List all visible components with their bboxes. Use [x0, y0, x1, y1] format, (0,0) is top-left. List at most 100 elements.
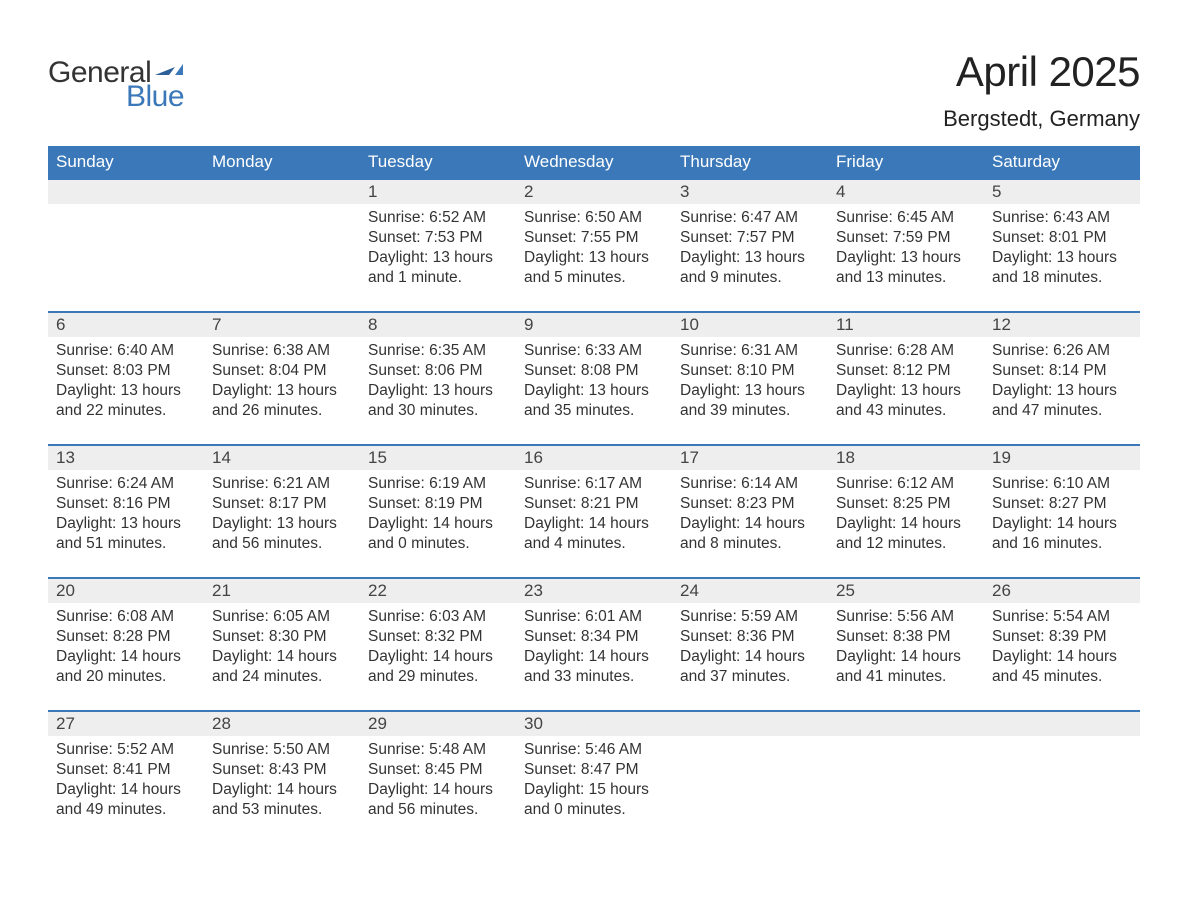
day-content-cell: Sunrise: 6:43 AMSunset: 8:01 PMDaylight:… [984, 204, 1140, 312]
day-number-cell: 23 [516, 578, 672, 603]
daylight-line: Daylight: 14 hours and 24 minutes. [212, 647, 352, 687]
daylight-line: Daylight: 14 hours and 45 minutes. [992, 647, 1132, 687]
day-number-cell [672, 711, 828, 736]
day-content-cell [828, 736, 984, 844]
sunrise-line: Sunrise: 5:52 AM [56, 740, 196, 760]
day-content-cell [48, 204, 204, 312]
sunset-line: Sunset: 7:53 PM [368, 228, 508, 248]
sunrise-line: Sunrise: 5:59 AM [680, 607, 820, 627]
sunset-line: Sunset: 8:23 PM [680, 494, 820, 514]
day-number-cell: 30 [516, 711, 672, 736]
logo-text-blue: Blue [126, 80, 184, 114]
daynum-row: 20212223242526 [48, 578, 1140, 603]
day-content-cell: Sunrise: 6:08 AMSunset: 8:28 PMDaylight:… [48, 603, 204, 711]
day-content-cell: Sunrise: 6:14 AMSunset: 8:23 PMDaylight:… [672, 470, 828, 578]
day-content-cell: Sunrise: 6:24 AMSunset: 8:16 PMDaylight:… [48, 470, 204, 578]
sunrise-line: Sunrise: 6:21 AM [212, 474, 352, 494]
daylight-line: Daylight: 14 hours and 8 minutes. [680, 514, 820, 554]
sunset-line: Sunset: 8:03 PM [56, 361, 196, 381]
sunset-line: Sunset: 8:16 PM [56, 494, 196, 514]
sunrise-line: Sunrise: 5:56 AM [836, 607, 976, 627]
daylight-line: Daylight: 13 hours and 1 minute. [368, 248, 508, 288]
sunrise-line: Sunrise: 6:03 AM [368, 607, 508, 627]
sunrise-line: Sunrise: 6:31 AM [680, 341, 820, 361]
day-content-cell: Sunrise: 6:40 AMSunset: 8:03 PMDaylight:… [48, 337, 204, 445]
month-title: April 2025 [943, 48, 1140, 96]
sunrise-line: Sunrise: 6:38 AM [212, 341, 352, 361]
day-content-cell: Sunrise: 6:05 AMSunset: 8:30 PMDaylight:… [204, 603, 360, 711]
day-number-cell: 7 [204, 312, 360, 337]
day-number-cell: 8 [360, 312, 516, 337]
sunset-line: Sunset: 8:01 PM [992, 228, 1132, 248]
daylight-line: Daylight: 14 hours and 49 minutes. [56, 780, 196, 820]
sunset-line: Sunset: 7:57 PM [680, 228, 820, 248]
day-content-cell: Sunrise: 6:31 AMSunset: 8:10 PMDaylight:… [672, 337, 828, 445]
weekday-header: Friday [828, 146, 984, 179]
daylight-line: Daylight: 13 hours and 5 minutes. [524, 248, 664, 288]
day-content-cell: Sunrise: 6:01 AMSunset: 8:34 PMDaylight:… [516, 603, 672, 711]
daylight-line: Daylight: 14 hours and 56 minutes. [368, 780, 508, 820]
sunset-line: Sunset: 8:39 PM [992, 627, 1132, 647]
day-number-cell [204, 179, 360, 204]
day-number-cell: 3 [672, 179, 828, 204]
day-number-cell: 11 [828, 312, 984, 337]
sunset-line: Sunset: 8:27 PM [992, 494, 1132, 514]
sunset-line: Sunset: 8:14 PM [992, 361, 1132, 381]
day-number-cell: 1 [360, 179, 516, 204]
sunrise-line: Sunrise: 6:10 AM [992, 474, 1132, 494]
day-number-cell: 10 [672, 312, 828, 337]
daylight-line: Daylight: 13 hours and 35 minutes. [524, 381, 664, 421]
sunrise-line: Sunrise: 6:52 AM [368, 208, 508, 228]
day-content-cell: Sunrise: 6:12 AMSunset: 8:25 PMDaylight:… [828, 470, 984, 578]
sunset-line: Sunset: 8:36 PM [680, 627, 820, 647]
day-number-cell: 13 [48, 445, 204, 470]
day-content-cell: Sunrise: 5:46 AMSunset: 8:47 PMDaylight:… [516, 736, 672, 844]
daynum-row: 6789101112 [48, 312, 1140, 337]
day-content-cell [672, 736, 828, 844]
day-content-cell: Sunrise: 6:28 AMSunset: 8:12 PMDaylight:… [828, 337, 984, 445]
day-number-cell: 28 [204, 711, 360, 736]
sunset-line: Sunset: 8:06 PM [368, 361, 508, 381]
sunset-line: Sunset: 8:04 PM [212, 361, 352, 381]
daylight-line: Daylight: 13 hours and 43 minutes. [836, 381, 976, 421]
daylight-line: Daylight: 13 hours and 30 minutes. [368, 381, 508, 421]
day-number-cell: 24 [672, 578, 828, 603]
day-content-cell [204, 204, 360, 312]
sunset-line: Sunset: 8:21 PM [524, 494, 664, 514]
day-content-cell: Sunrise: 6:19 AMSunset: 8:19 PMDaylight:… [360, 470, 516, 578]
daylight-line: Daylight: 14 hours and 16 minutes. [992, 514, 1132, 554]
weekday-header: Tuesday [360, 146, 516, 179]
daylight-line: Daylight: 14 hours and 37 minutes. [680, 647, 820, 687]
daylight-line: Daylight: 13 hours and 9 minutes. [680, 248, 820, 288]
weekday-header: Monday [204, 146, 360, 179]
sunset-line: Sunset: 8:25 PM [836, 494, 976, 514]
day-number-cell: 17 [672, 445, 828, 470]
daylight-line: Daylight: 13 hours and 18 minutes. [992, 248, 1132, 288]
day-number-cell: 12 [984, 312, 1140, 337]
daynum-row: 12345 [48, 179, 1140, 204]
content-row: Sunrise: 6:08 AMSunset: 8:28 PMDaylight:… [48, 603, 1140, 711]
day-content-cell: Sunrise: 6:52 AMSunset: 7:53 PMDaylight:… [360, 204, 516, 312]
daylight-line: Daylight: 14 hours and 33 minutes. [524, 647, 664, 687]
daynum-row: 27282930 [48, 711, 1140, 736]
header: General Blue April 2025 Bergstedt, Germa… [48, 48, 1140, 132]
day-content-cell: Sunrise: 5:59 AMSunset: 8:36 PMDaylight:… [672, 603, 828, 711]
content-row: Sunrise: 5:52 AMSunset: 8:41 PMDaylight:… [48, 736, 1140, 844]
sunrise-line: Sunrise: 6:14 AM [680, 474, 820, 494]
sunset-line: Sunset: 8:17 PM [212, 494, 352, 514]
day-number-cell: 6 [48, 312, 204, 337]
day-number-cell: 29 [360, 711, 516, 736]
sunset-line: Sunset: 8:43 PM [212, 760, 352, 780]
sunrise-line: Sunrise: 6:12 AM [836, 474, 976, 494]
weekday-header: Sunday [48, 146, 204, 179]
sunset-line: Sunset: 8:38 PM [836, 627, 976, 647]
content-row: Sunrise: 6:52 AMSunset: 7:53 PMDaylight:… [48, 204, 1140, 312]
sunset-line: Sunset: 8:19 PM [368, 494, 508, 514]
daylight-line: Daylight: 13 hours and 26 minutes. [212, 381, 352, 421]
daylight-line: Daylight: 13 hours and 51 minutes. [56, 514, 196, 554]
daylight-line: Daylight: 14 hours and 0 minutes. [368, 514, 508, 554]
daylight-line: Daylight: 13 hours and 47 minutes. [992, 381, 1132, 421]
sunset-line: Sunset: 8:30 PM [212, 627, 352, 647]
day-number-cell [828, 711, 984, 736]
sunrise-line: Sunrise: 6:05 AM [212, 607, 352, 627]
